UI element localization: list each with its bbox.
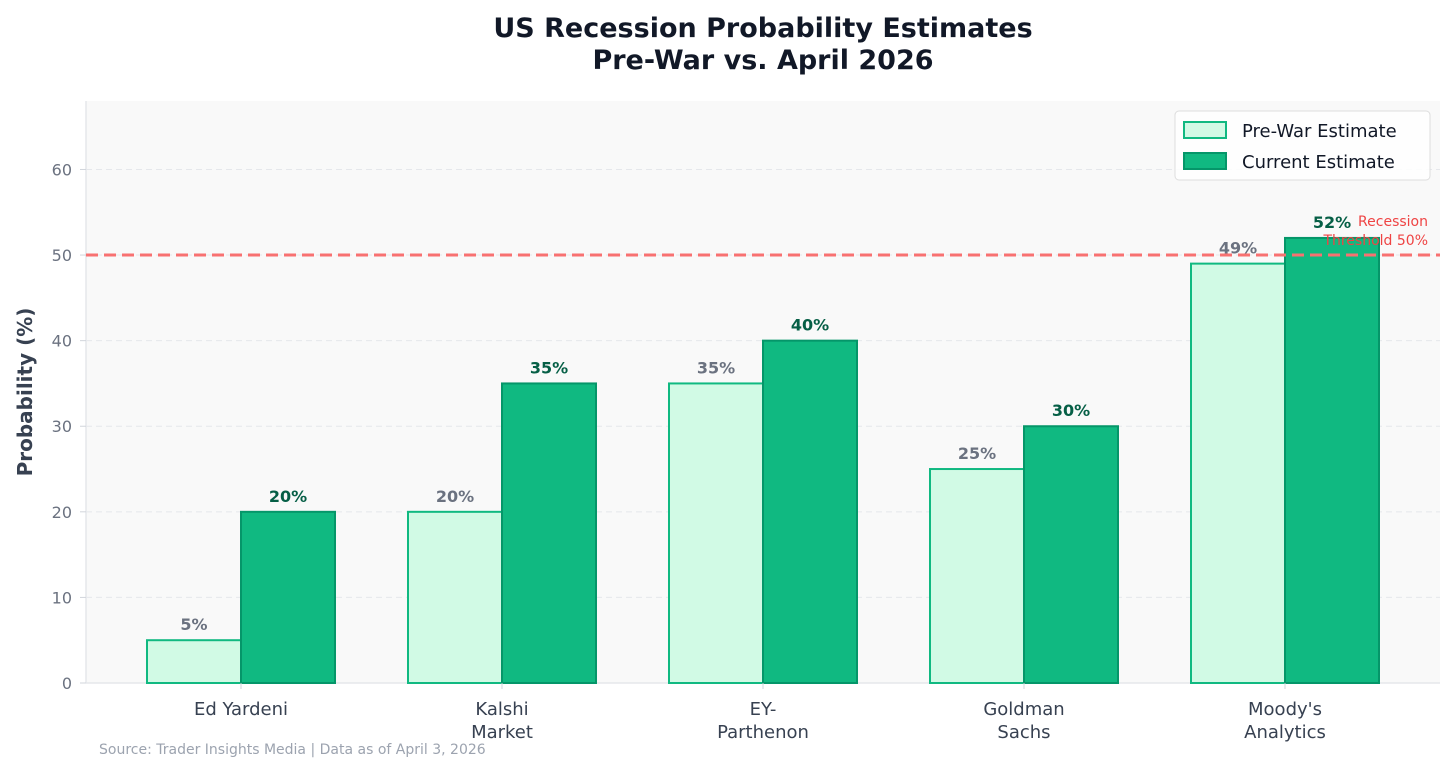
legend[interactable]: Pre-War Estimate Current Estimate xyxy=(1174,110,1431,181)
x-tick-label: Analytics xyxy=(1244,722,1326,743)
data-label-pre-war: 5% xyxy=(180,615,207,634)
bar-pre-war[interactable] xyxy=(146,639,242,684)
data-label-pre-war: 25% xyxy=(958,444,996,463)
data-label-current: 30% xyxy=(1052,401,1090,420)
y-tick-label: 60 xyxy=(52,160,72,179)
bar-current[interactable] xyxy=(1023,425,1119,684)
data-label-current: 40% xyxy=(791,316,829,335)
bar-pre-war[interactable] xyxy=(929,468,1025,684)
data-labels: 5% 20% 35% 25% 49% 20% 35% 40% 30% 52% xyxy=(180,213,1351,634)
bar-pre-war[interactable] xyxy=(668,382,764,684)
x-tick-label: Sachs xyxy=(997,722,1050,743)
y-tick-label: 40 xyxy=(52,332,72,351)
source-note: Source: Trader Insights Media | Data as … xyxy=(99,742,486,758)
legend-label-pre-war: Pre-War Estimate xyxy=(1242,121,1397,142)
y-tick-label: 10 xyxy=(52,588,72,607)
threshold: Recession Threshold 50% xyxy=(86,214,1440,257)
x-tick-label: Moody's xyxy=(1248,699,1322,720)
y-tick-label: 0 xyxy=(62,674,72,693)
y-axis-label: Probability (%) xyxy=(13,308,37,477)
data-label-pre-war: 20% xyxy=(436,487,474,506)
x-tick-label: Goldman xyxy=(983,699,1064,720)
data-label-current: 20% xyxy=(269,487,307,506)
bars xyxy=(146,236,1380,685)
bar-current[interactable] xyxy=(240,510,336,684)
chart-title-line-2: Pre-War vs. April 2026 xyxy=(592,45,933,76)
y-tick-label: 20 xyxy=(52,503,72,522)
x-tick-label: Kalshi xyxy=(475,699,528,720)
chart-title-line-1: US Recession Probability Estimates xyxy=(493,13,1032,44)
x-tick-label: EY- xyxy=(750,699,777,720)
legend-swatch-current xyxy=(1183,152,1227,170)
x-tick-label: Parthenon xyxy=(717,722,809,743)
bar-current[interactable] xyxy=(1284,236,1380,685)
x-tick-label: Ed Yardeni xyxy=(194,699,288,720)
legend-swatch-pre-war xyxy=(1183,121,1227,139)
bar-pre-war[interactable] xyxy=(407,510,503,684)
legend-box xyxy=(1174,110,1431,181)
data-label-current: 52% xyxy=(1313,213,1351,232)
bar-pre-war[interactable] xyxy=(1190,262,1286,684)
threshold-label: Threshold 50% xyxy=(1322,233,1428,249)
data-label-pre-war: 49% xyxy=(1219,239,1257,258)
bar-current[interactable] xyxy=(501,382,597,684)
x-tick-label: Market xyxy=(471,722,533,743)
bar-current[interactable] xyxy=(762,339,858,684)
threshold-label: Recession xyxy=(1358,214,1428,230)
data-label-pre-war: 35% xyxy=(697,358,735,377)
y-tick-label: 30 xyxy=(52,417,72,436)
data-label-current: 35% xyxy=(530,358,568,377)
y-ticks: 0 10 20 30 40 50 60 xyxy=(52,160,86,693)
y-tick-label: 50 xyxy=(52,246,72,265)
legend-label-current: Current Estimate xyxy=(1242,152,1395,173)
